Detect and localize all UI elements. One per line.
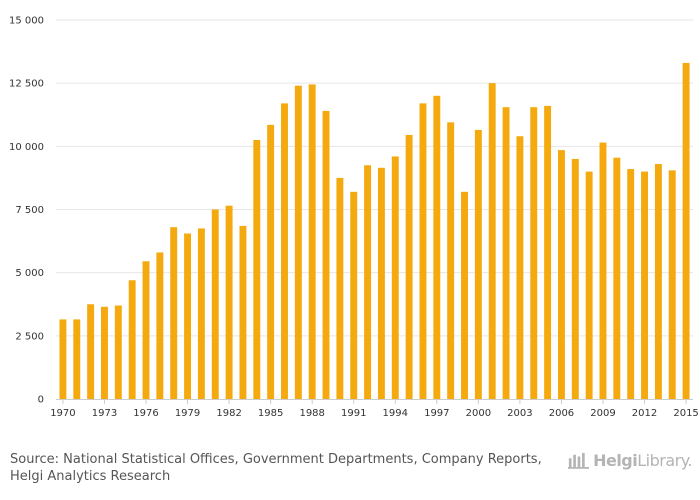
x-tick-label: 1997 bbox=[424, 408, 449, 419]
bar-1977 bbox=[156, 252, 164, 399]
bar-1982 bbox=[225, 205, 233, 399]
bar-1980 bbox=[197, 228, 205, 399]
bar-1983 bbox=[239, 225, 247, 399]
x-tick-label: 1985 bbox=[258, 408, 283, 419]
x-tick-label: 1988 bbox=[299, 408, 324, 419]
gridlines bbox=[56, 19, 693, 337]
bar-2007 bbox=[571, 158, 579, 399]
bar-1997 bbox=[433, 95, 441, 400]
x-axis-tick-labels: 1970 1973 1976 1979 1982 1985 1988 1991 1994 1997… bbox=[50, 399, 699, 419]
bar-2009 bbox=[599, 142, 607, 399]
helgi-library-logo: HelgiLibrary. bbox=[568, 448, 692, 472]
bar-1971 bbox=[73, 319, 81, 399]
x-tick-label: 2012 bbox=[632, 408, 657, 419]
bar-1976 bbox=[142, 261, 150, 399]
logo-text: HelgiLibrary. bbox=[593, 451, 692, 470]
y-tick-label: 7 500 bbox=[15, 205, 44, 216]
bar-1987 bbox=[294, 85, 302, 400]
y-tick-label: 12 500 bbox=[9, 79, 44, 90]
bar-1993 bbox=[377, 167, 385, 399]
source-note: Source: National Statistical Offices, Go… bbox=[10, 451, 550, 485]
source-line-1: Source: National Statistical Offices, Go… bbox=[10, 452, 542, 467]
bar-1973 bbox=[101, 306, 108, 399]
y-tick-label: 2 500 bbox=[15, 331, 44, 342]
logo-brand: Helgi bbox=[593, 450, 638, 470]
bar-2003 bbox=[516, 136, 524, 399]
x-tick-label: 2015 bbox=[673, 408, 698, 419]
source-line-2: Helgi Analytics Research bbox=[10, 469, 171, 484]
x-tick-label: 2000 bbox=[466, 408, 491, 419]
y-tick-label: 15 000 bbox=[9, 16, 44, 27]
bar-2014 bbox=[668, 170, 676, 399]
bars bbox=[59, 62, 690, 400]
bar-1985 bbox=[267, 124, 275, 400]
bar-1991 bbox=[350, 191, 358, 399]
y-tick-label: 10 000 bbox=[9, 142, 44, 153]
logo-suffix: Library. bbox=[637, 450, 692, 470]
bar-1981 bbox=[211, 209, 219, 399]
building-icon bbox=[568, 452, 590, 469]
bar-1979 bbox=[184, 233, 192, 399]
x-tick-label: 1991 bbox=[341, 408, 366, 419]
bar-1988 bbox=[308, 84, 316, 400]
bar-2002 bbox=[502, 107, 510, 400]
y-axis-tick-labels: 0 2 500 5 000 7 500 10 000 12 500 15 000 bbox=[9, 16, 44, 406]
bar-1990 bbox=[336, 177, 344, 399]
x-tick-label: 1994 bbox=[383, 408, 408, 419]
x-tick-label: 2003 bbox=[507, 408, 532, 419]
x-tick-label: 1970 bbox=[50, 408, 75, 419]
bar-2012 bbox=[641, 171, 648, 399]
bar-1974 bbox=[114, 305, 122, 399]
bar-2008 bbox=[585, 171, 593, 399]
bar-2013 bbox=[654, 164, 662, 399]
bar-1998 bbox=[447, 122, 455, 399]
bar-2015 bbox=[682, 62, 690, 399]
bar-1995 bbox=[405, 134, 413, 400]
bar-1999 bbox=[461, 191, 468, 399]
bar-2006 bbox=[557, 150, 565, 399]
bar-2004 bbox=[530, 107, 538, 400]
bar-1970 bbox=[59, 319, 67, 399]
bar-2000 bbox=[474, 129, 482, 399]
bar-1975 bbox=[128, 280, 136, 399]
x-tick-label: 2006 bbox=[549, 408, 574, 419]
x-tick-label: 1982 bbox=[216, 408, 241, 419]
bar-1984 bbox=[253, 140, 261, 399]
bar-2005 bbox=[544, 105, 552, 399]
bar-1989 bbox=[322, 110, 330, 400]
bar-1992 bbox=[364, 165, 372, 399]
x-tick-label: 1973 bbox=[92, 408, 117, 419]
bar-2001 bbox=[488, 83, 496, 400]
bar-1986 bbox=[281, 103, 288, 399]
x-tick-label: 2009 bbox=[590, 408, 615, 419]
bar-1996 bbox=[419, 103, 427, 399]
bar-2011 bbox=[627, 169, 635, 399]
x-tick-label: 1976 bbox=[133, 408, 158, 419]
x-tick-label: 1979 bbox=[175, 408, 200, 419]
bar-1978 bbox=[170, 227, 178, 399]
bar-2010 bbox=[613, 157, 621, 399]
bar-1972 bbox=[87, 304, 95, 399]
bar-1994 bbox=[391, 156, 399, 399]
y-tick-label: 5 000 bbox=[15, 268, 44, 279]
y-tick-label: 0 bbox=[38, 395, 44, 406]
